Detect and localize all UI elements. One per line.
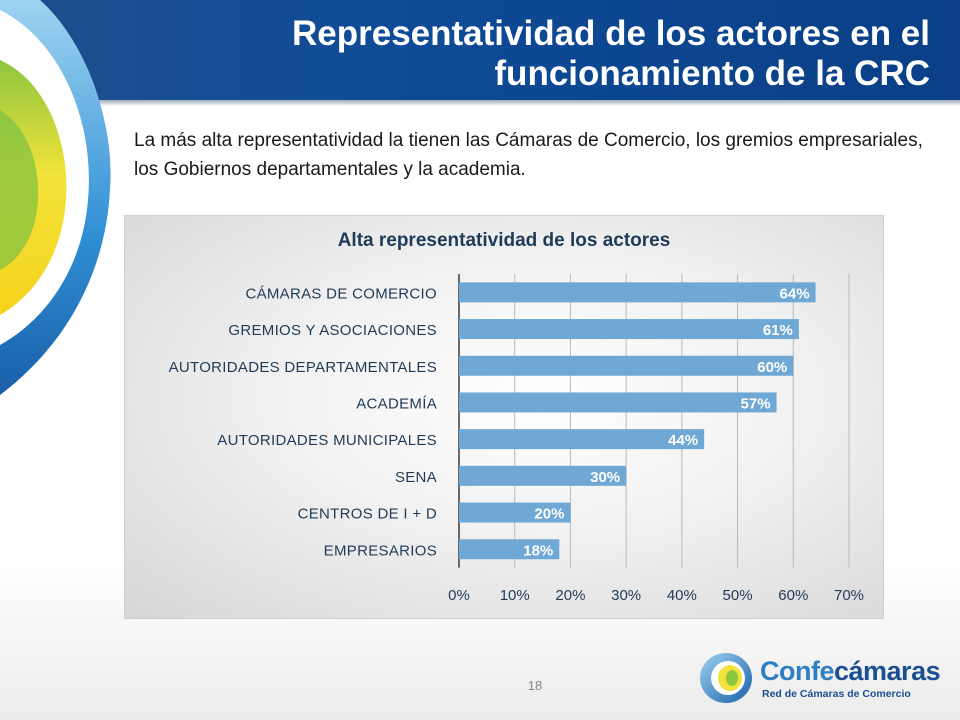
bar	[459, 392, 777, 413]
logo-name: Confecámaras	[760, 656, 941, 687]
bar	[459, 539, 560, 560]
category-label: CENTROS DE I + D	[298, 506, 437, 523]
logo-name-part2: cámaras	[834, 656, 941, 686]
slide-title: Representatividad de los actores en el f…	[291, 14, 930, 93]
data-label: 57%	[741, 395, 771, 412]
category-label: AUTORIDADES MUNICIPALES	[217, 432, 437, 449]
data-label: 20%	[534, 506, 564, 523]
bar	[459, 282, 816, 303]
logo-emblem-icon	[700, 653, 752, 703]
header-bar	[0, 0, 960, 100]
category-label: GREMIOS Y ASOCIACIONES	[228, 322, 437, 339]
data-label: 30%	[590, 469, 620, 486]
header-shadow	[0, 100, 960, 106]
bar	[459, 465, 627, 486]
data-label: 60%	[757, 359, 787, 376]
slide-subtitle: La más alta representatividad la tienen …	[134, 130, 923, 180]
category-label: EMPRESARIOS	[324, 542, 437, 559]
bar	[459, 429, 705, 450]
confecamaras-logo: Confecámaras Red de Cámaras de Comercio	[698, 650, 941, 706]
x-tick-label: 30%	[611, 587, 641, 604]
category-label: AUTORIDADES DEPARTAMENTALES	[169, 359, 437, 376]
x-tick-label: 10%	[500, 587, 530, 604]
logo-tagline: Red de Cámaras de Comercio	[762, 688, 911, 700]
decorative-swoosh	[0, 0, 111, 395]
data-label: 61%	[763, 322, 793, 339]
chart-panel: Alta representatividad de los actores 0%…	[124, 215, 884, 619]
x-tick-label: 20%	[555, 587, 585, 604]
data-label: 64%	[780, 285, 810, 302]
data-label: 44%	[668, 432, 698, 449]
x-tick-label: 70%	[834, 587, 864, 604]
x-tick-label: 50%	[723, 587, 753, 604]
logo-name-part1: Confe	[760, 656, 835, 686]
bar	[459, 355, 794, 376]
data-label: 18%	[523, 542, 553, 559]
bar-chart: 0% 10% 20% 30% 40% 50% 60% 70% 64% CÁMARAS DE COM…	[169, 274, 864, 604]
x-tick-label: 40%	[667, 587, 697, 604]
page-number: 18	[527, 678, 543, 693]
bar	[459, 319, 799, 340]
category-label: SENA	[395, 469, 437, 486]
bar	[459, 502, 571, 523]
chart-title: Alta representatividad de los actores	[337, 230, 671, 251]
category-label: CÁMARAS DE COMERCIO	[245, 285, 437, 302]
x-tick-label: 60%	[778, 587, 808, 604]
category-label: ACADEMÍA	[356, 395, 437, 412]
x-tick-label: 0%	[448, 587, 470, 604]
